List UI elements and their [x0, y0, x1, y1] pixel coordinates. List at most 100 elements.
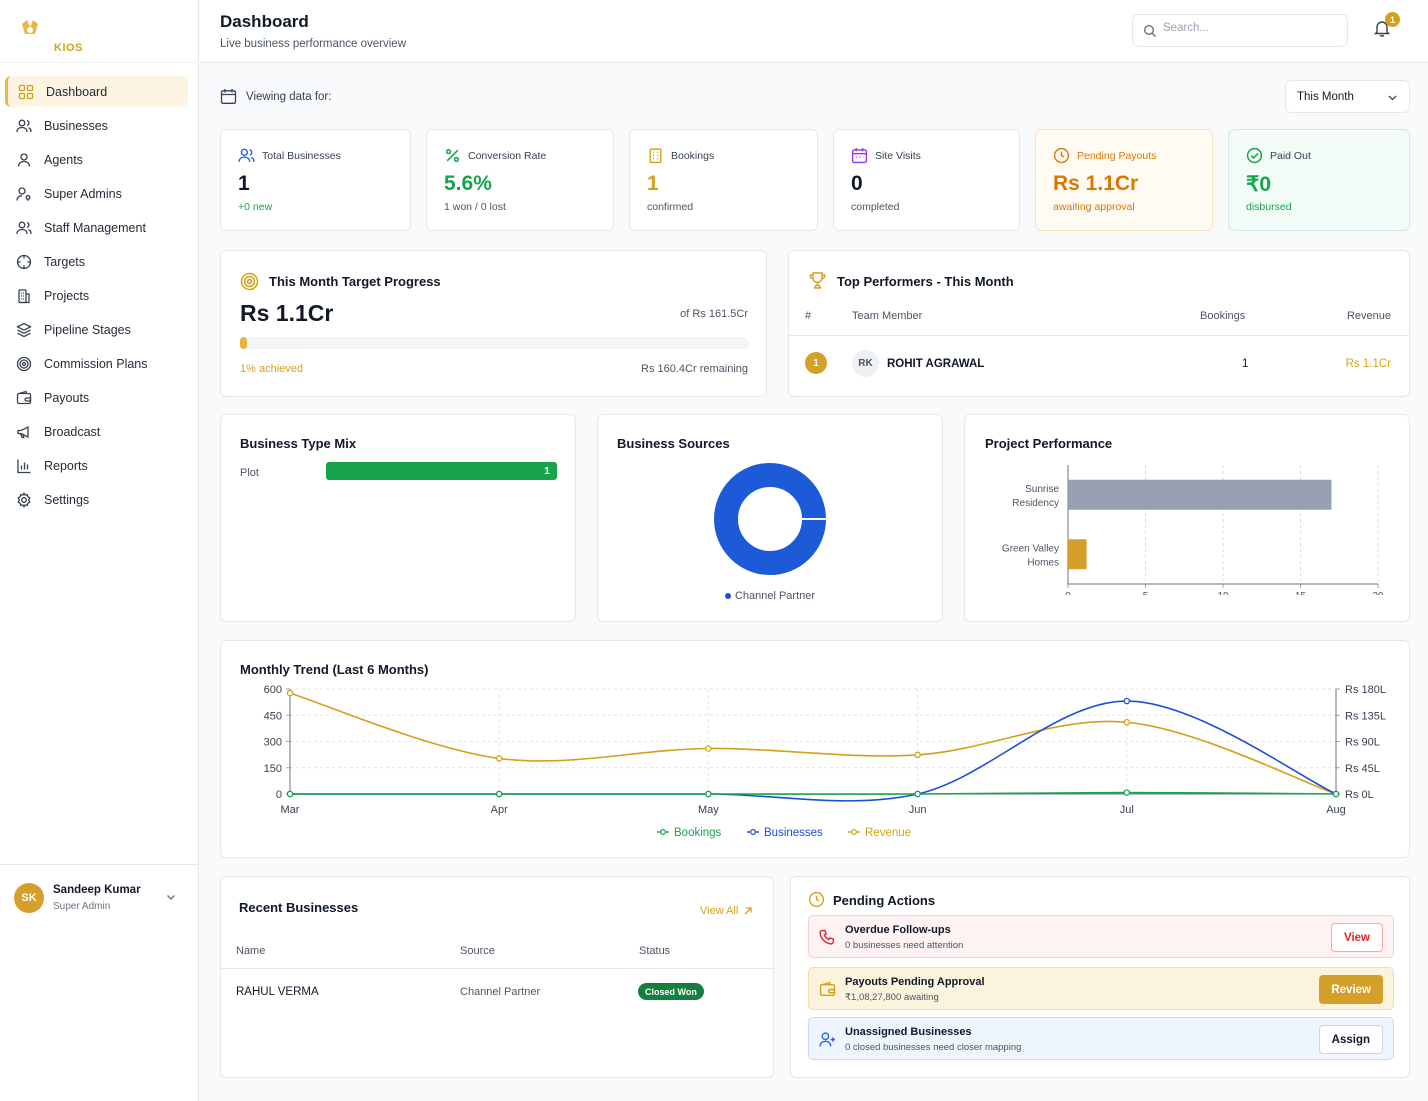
stat-value: 1: [238, 172, 250, 195]
stat-sub: completed: [851, 201, 900, 213]
bar[interactable]: [1068, 539, 1087, 570]
member-revenue: Rs 1.1Cr: [1345, 358, 1391, 370]
data-point: [495, 790, 503, 798]
sidebar-item-projects[interactable]: Projects: [5, 280, 188, 311]
type-value: 1: [544, 465, 550, 477]
business-sources-card: Business Sources Channel Partner: [597, 414, 943, 622]
y-tick-label: 450: [264, 710, 282, 722]
viewing-text: Viewing data for:: [246, 90, 332, 103]
user-role: Super Admin: [53, 901, 111, 912]
sidebar-item-settings[interactable]: Settings: [5, 484, 188, 515]
x-tick-label: 15: [1295, 591, 1307, 595]
type-bar[interactable]: 1: [326, 462, 557, 480]
sidebar-item-businesses[interactable]: Businesses: [5, 110, 188, 141]
search-input[interactable]: [1163, 22, 1338, 34]
x-tick-label: Jul: [1120, 804, 1134, 816]
y-tick-label: 300: [264, 737, 282, 749]
avatar: SK: [14, 883, 44, 913]
target-value: of Rs 161.5Cr: [680, 308, 748, 320]
card-title: Business Sources: [617, 436, 730, 451]
card-title: Recent Businesses: [239, 900, 359, 915]
recent-businesses-card: Recent Businesses View All Name Source S…: [220, 876, 775, 1078]
sidebar-item-label: Broadcast: [44, 424, 101, 439]
legend-label: Businesses: [764, 827, 823, 839]
data-point: [286, 790, 294, 798]
series-line-businesses: [289, 700, 1337, 802]
target-icon: [15, 355, 33, 373]
card-title: This Month Target Progress: [269, 274, 441, 289]
sidebar-item-label: Dashboard: [46, 84, 108, 99]
stat-card-site-visits[interactable]: Site Visits 0 completed: [833, 129, 1020, 231]
bell-icon[interactable]: [1372, 18, 1392, 38]
users-icon: [15, 219, 33, 237]
review-button[interactable]: Review: [1319, 975, 1383, 1004]
assign-button[interactable]: Assign: [1318, 1025, 1383, 1054]
user-icon: [15, 151, 33, 169]
bar-chart-icon: [15, 457, 33, 475]
divider: [789, 335, 1410, 336]
logo[interactable]: KIOS: [18, 18, 82, 54]
category-label: Green Valley: [1002, 543, 1059, 554]
target-progress-card: This Month Target Progress Rs 1.1Cr of R…: [220, 250, 767, 397]
column-header: Name: [236, 945, 266, 957]
sidebar-item-pipeline-stages[interactable]: Pipeline Stages: [5, 314, 188, 345]
stat-card-paid-out[interactable]: Paid Out ₹0 disbursed: [1228, 129, 1410, 231]
stat-sub: awaiting approval: [1053, 201, 1135, 213]
donut-chart[interactable]: [713, 462, 827, 576]
data-point: [705, 790, 712, 798]
member-name: ROHIT AGRAWAL: [887, 358, 985, 370]
sidebar-item-label: Pipeline Stages: [44, 322, 131, 337]
sidebar-item-targets[interactable]: Targets: [5, 246, 188, 277]
period-select[interactable]: This Month: [1285, 80, 1410, 113]
x-tick-label: Apr: [491, 804, 508, 816]
stat-card-total-businesses[interactable]: Total Businesses 1 +0 new: [220, 129, 411, 231]
viewing-label: Viewing data for:: [220, 88, 331, 105]
arrow-up-right-icon: [744, 907, 752, 915]
category-label: Residency: [1012, 498, 1059, 509]
business-name: RAHUL VERMA: [236, 986, 319, 998]
stat-card-conversion-rate[interactable]: Conversion Rate 5.6% 1 won / 0 lost: [426, 129, 614, 231]
crosshair-icon: [15, 253, 33, 271]
user-profile[interactable]: SK Sandeep Kumar Super Admin: [0, 864, 199, 930]
user-name: Sandeep Kumar: [53, 884, 141, 896]
category-label: Sunrise: [1025, 484, 1059, 495]
sidebar-item-super-admins[interactable]: Super Admins: [5, 178, 188, 209]
stat-sub: disbursed: [1246, 201, 1292, 213]
action-subtitle: ₹1,08,27,800 awaiting: [845, 992, 939, 1003]
megaphone-icon: [15, 423, 33, 441]
data-point: [705, 745, 712, 752]
view-button[interactable]: View: [1331, 923, 1383, 952]
search-box[interactable]: [1132, 14, 1348, 47]
chevron-down-icon[interactable]: [164, 890, 178, 904]
monthly-trend-card: Monthly Trend (Last 6 Months) 0 Rs 0L 150 R…: [220, 640, 1410, 858]
view-all-link[interactable]: View All: [700, 905, 753, 917]
users-icon: [15, 117, 33, 135]
sidebar-item-commission-plans[interactable]: Commission Plans: [5, 348, 188, 379]
sidebar-item-payouts[interactable]: Payouts: [5, 382, 188, 413]
data-point: [495, 755, 503, 762]
project-bar-chart: 0 5 10 15 20 Sunrise Residency Green Valley Home…: [1002, 465, 1384, 595]
action-title: Payouts Pending Approval: [845, 976, 985, 988]
x-tick-label: 10: [1217, 591, 1229, 595]
stat-value: 0: [851, 172, 863, 195]
stat-card-pending-payouts[interactable]: Pending Payouts Rs 1.1Cr awaiting approv…: [1035, 129, 1213, 231]
sidebar-item-reports[interactable]: Reports: [5, 450, 188, 481]
stat-label: Bookings: [671, 150, 715, 162]
sidebar-item-label: Staff Management: [44, 220, 146, 235]
layers-icon: [15, 321, 33, 339]
wallet-icon: [819, 981, 836, 997]
sidebar-item-dashboard[interactable]: Dashboard: [5, 76, 188, 107]
stat-card-bookings[interactable]: Bookings 1 confirmed: [629, 129, 818, 231]
legend-label: Channel Partner: [734, 590, 816, 602]
trophy-icon: [809, 272, 826, 289]
data-point: [914, 790, 921, 798]
action-title: Unassigned Businesses: [845, 1026, 972, 1038]
sidebar-item-label: Commission Plans: [44, 356, 148, 371]
bar[interactable]: [1068, 479, 1332, 510]
sidebar-item-label: Businesses: [44, 118, 108, 133]
y-tick-label: 600: [264, 684, 282, 696]
sidebar-item-broadcast[interactable]: Broadcast: [5, 416, 188, 447]
sidebar-item-staff-management[interactable]: Staff Management: [5, 212, 188, 243]
sidebar-item-agents[interactable]: Agents: [5, 144, 188, 175]
stat-sub: +0 new: [238, 201, 273, 213]
